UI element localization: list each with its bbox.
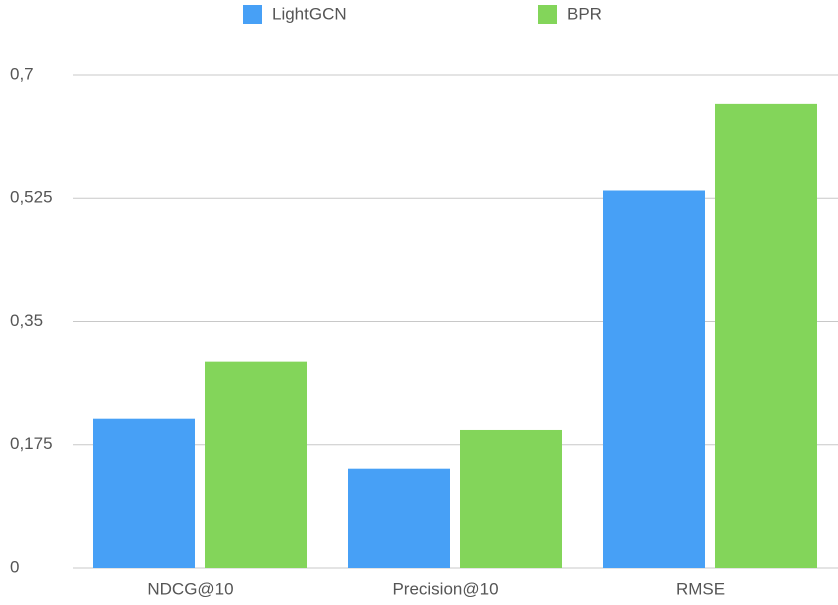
x-tick-label: RMSE [676, 579, 725, 598]
legend-label: LightGCN [272, 4, 347, 23]
y-tick-label: 0,525 [10, 188, 53, 207]
x-tick-label: Precision@10 [392, 579, 498, 598]
legend-swatch [243, 5, 262, 24]
y-tick-label: 0 [10, 557, 19, 576]
y-tick-label: 0,175 [10, 434, 53, 453]
legend-swatch [538, 5, 557, 24]
bar [603, 190, 705, 568]
bar [460, 429, 562, 568]
bar [715, 103, 817, 568]
legend-label: BPR [567, 4, 602, 23]
bar [205, 361, 307, 568]
y-tick-label: 0,7 [10, 64, 34, 83]
x-tick-label: NDCG@10 [147, 579, 233, 598]
bar [348, 468, 450, 568]
y-tick-label: 0,35 [10, 311, 43, 330]
bar [93, 418, 195, 568]
